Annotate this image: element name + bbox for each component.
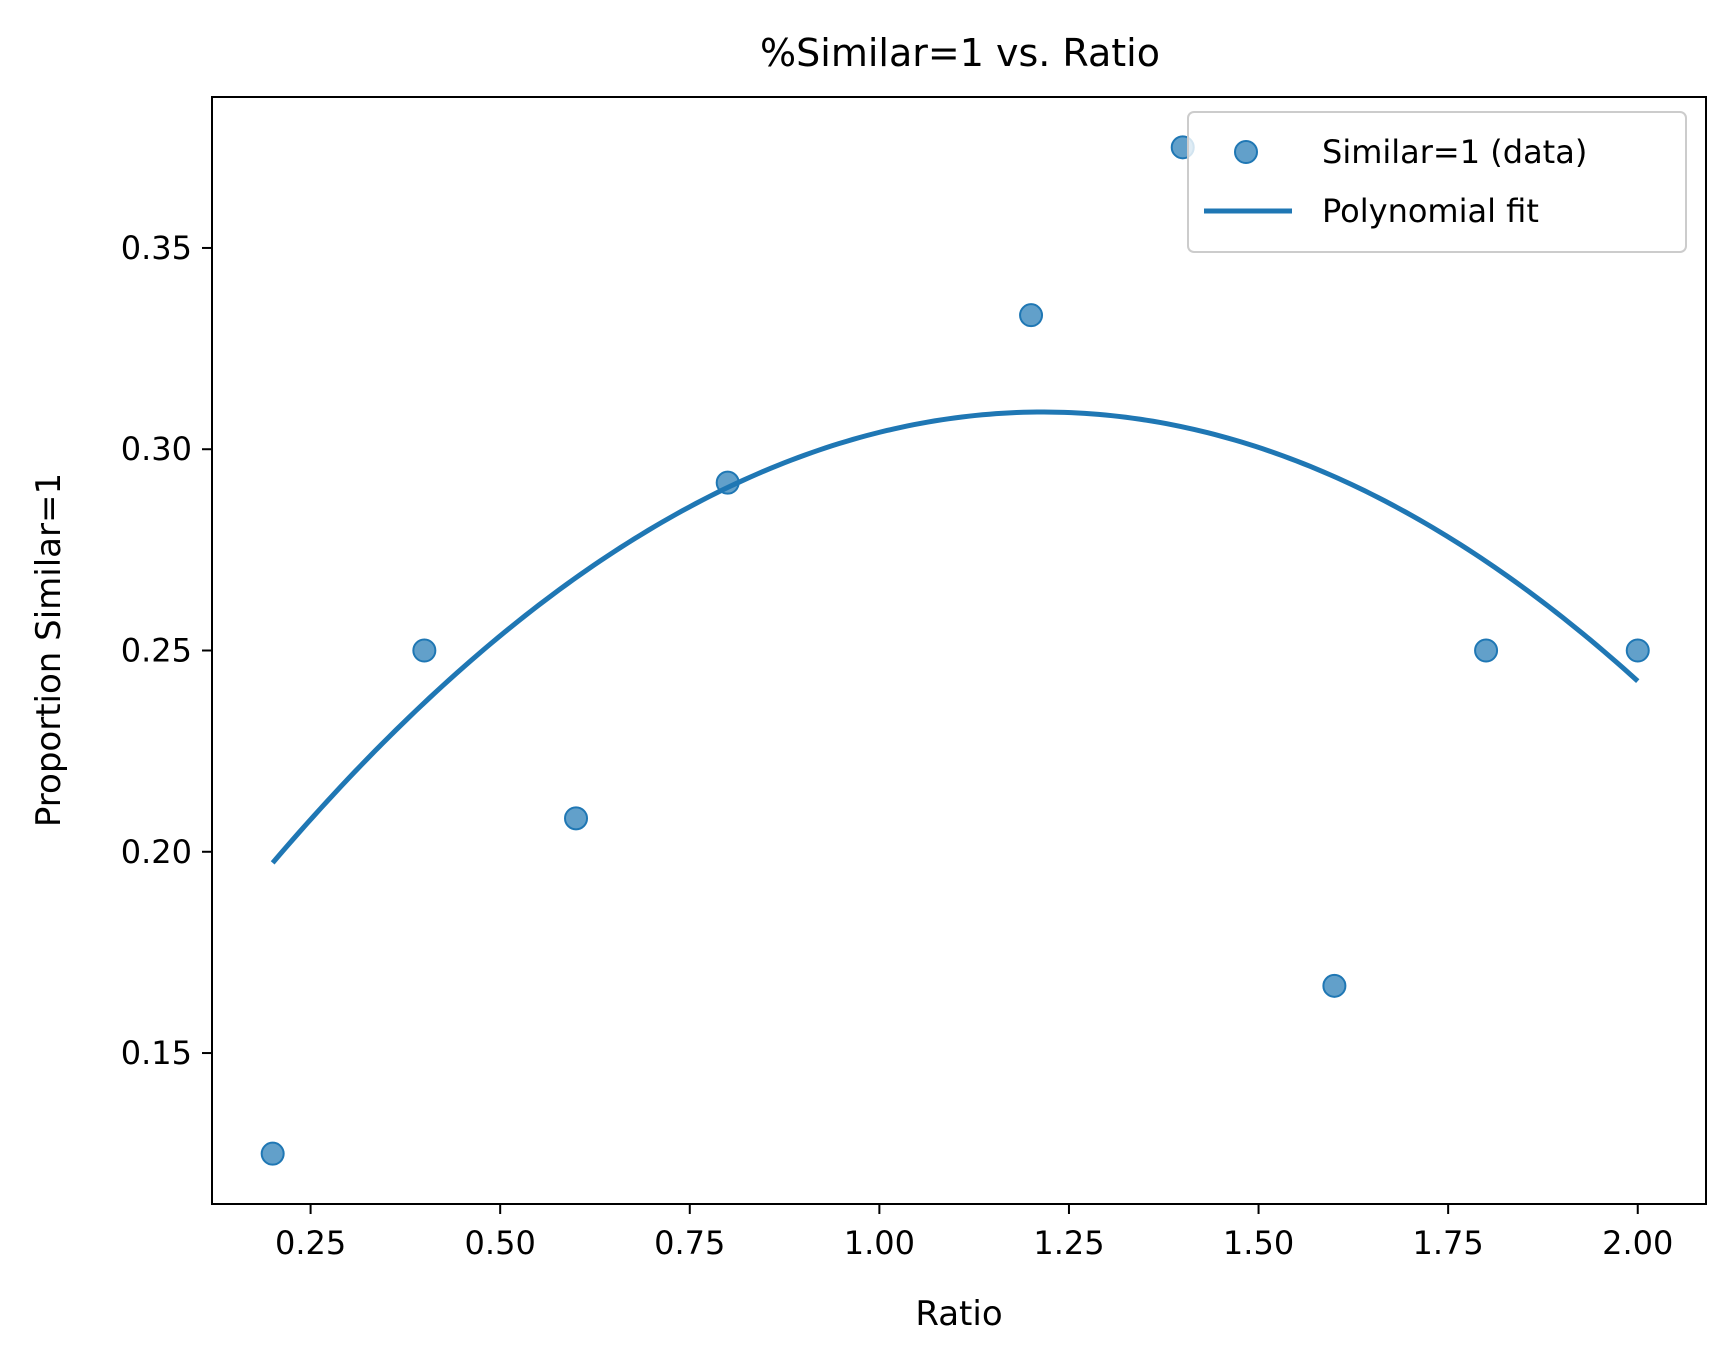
data-point bbox=[260, 1141, 285, 1166]
y-tick-label: 0.30 bbox=[121, 430, 192, 468]
x-tick-label: 1.50 bbox=[1223, 1224, 1294, 1262]
x-tick-label: 1.75 bbox=[1413, 1224, 1484, 1262]
y-axis-label: Proportion Similar=1 bbox=[29, 473, 69, 827]
y-axis-ticks: 0.15 0.20 0.25 0.30 0.35 bbox=[121, 229, 212, 1072]
y-tick-label: 0.15 bbox=[121, 1034, 192, 1072]
y-tick-label: 0.20 bbox=[121, 833, 192, 871]
chart-title: %Similar=1 vs. Ratio bbox=[760, 31, 1160, 75]
legend-box bbox=[1187, 111, 1687, 253]
y-tick-label: 0.25 bbox=[121, 632, 192, 670]
data-point bbox=[1322, 973, 1347, 998]
x-axis-label: Ratio bbox=[915, 1294, 1002, 1334]
legend-label-fit: Polynomial fit bbox=[1322, 192, 1539, 230]
data-point bbox=[1474, 638, 1499, 663]
data-point bbox=[1019, 303, 1044, 328]
data-point bbox=[715, 470, 740, 495]
x-axis-ticks: 0.25 0.50 0.75 1.00 1.25 1.50 1.75 2.00 bbox=[275, 1204, 1673, 1262]
x-tick-label: 0.75 bbox=[654, 1224, 725, 1262]
x-tick-label: 0.50 bbox=[465, 1224, 536, 1262]
y-tick-label: 0.35 bbox=[121, 229, 192, 267]
x-tick-label: 0.25 bbox=[275, 1224, 346, 1262]
fit-layer bbox=[270, 409, 1640, 865]
data-point bbox=[564, 806, 589, 831]
x-tick-label: 2.00 bbox=[1602, 1224, 1673, 1262]
data-point bbox=[412, 638, 437, 663]
fit-line bbox=[270, 409, 1640, 865]
legend-label-data: Similar=1 (data) bbox=[1322, 133, 1587, 171]
legend: Similar=1 (data) Polynomial fit bbox=[1187, 111, 1687, 253]
data-point bbox=[1625, 638, 1650, 663]
x-tick-label: 1.25 bbox=[1033, 1224, 1104, 1262]
x-tick-label: 1.00 bbox=[844, 1224, 915, 1262]
legend-marker-data bbox=[1234, 140, 1258, 164]
